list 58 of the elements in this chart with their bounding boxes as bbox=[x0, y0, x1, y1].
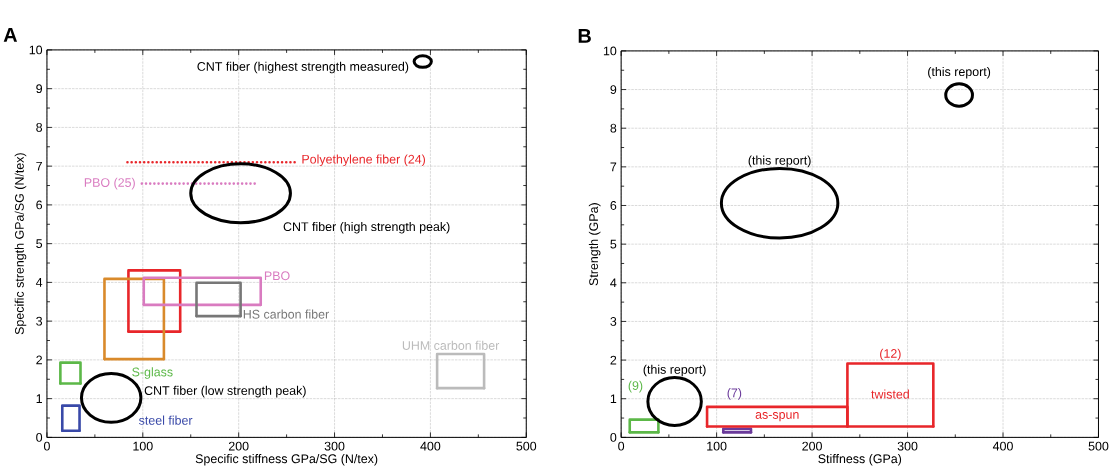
y-tick-label: 3 bbox=[610, 316, 617, 326]
series-label: PBO (25) bbox=[84, 177, 135, 190]
series-label: Polyethylene fiber (24) bbox=[302, 154, 426, 166]
y-tick-label: 10 bbox=[29, 45, 43, 55]
y-tick-label: 3 bbox=[36, 316, 43, 326]
annotation: CNT fiber (low strength peak) bbox=[144, 385, 306, 398]
y-tick-label: 0 bbox=[610, 432, 617, 442]
y-axis-title: Strength (GPa) bbox=[588, 202, 601, 286]
x-axis-title: Specific stiffness GPa/SG (N/tex) bbox=[195, 453, 378, 466]
y-tick-label: 6 bbox=[610, 200, 617, 210]
x-tick-label: 500 bbox=[516, 441, 537, 451]
x-tick-label: 100 bbox=[133, 441, 153, 451]
x-tick-label: 100 bbox=[707, 441, 727, 451]
x-tick-label: 200 bbox=[802, 441, 822, 451]
annotation: (this report) bbox=[748, 155, 811, 168]
x-tick-label: 200 bbox=[228, 441, 249, 451]
x-axis-title: Stiffness (GPa) bbox=[818, 453, 902, 466]
chart-title: B bbox=[578, 28, 591, 43]
x-tick-label: 300 bbox=[324, 441, 345, 451]
annotation: CNT fiber (high strength peak) bbox=[283, 221, 450, 234]
y-tick-label: 8 bbox=[36, 122, 43, 132]
x-tick-label: 0 bbox=[618, 441, 625, 451]
y-tick-label: 4 bbox=[35, 277, 43, 287]
y-tick-label: 7 bbox=[36, 161, 42, 171]
x-tick-label: 500 bbox=[1088, 441, 1109, 451]
y-tick-label: 0 bbox=[36, 432, 43, 442]
series-label: PBO bbox=[264, 271, 290, 280]
y-tick-label: 8 bbox=[610, 123, 617, 133]
x-tick-label: 300 bbox=[897, 441, 918, 451]
y-tick-label: 6 bbox=[36, 200, 43, 210]
y-tick-label: 10 bbox=[603, 46, 617, 56]
y-tick-label: 4 bbox=[610, 278, 617, 287]
series-label: twisted bbox=[871, 389, 909, 399]
x-tick-label: 0 bbox=[43, 441, 50, 451]
y-tick-label: 2 bbox=[610, 355, 617, 365]
series-label: HS carbon fiber bbox=[243, 309, 329, 319]
y-tick-label: 5 bbox=[610, 239, 617, 249]
y-tick-label: 1 bbox=[36, 394, 42, 403]
y-tick-label: 9 bbox=[610, 85, 617, 94]
x-tick-label: 400 bbox=[992, 441, 1013, 451]
text: S-glass bbox=[132, 367, 173, 379]
series-label: as-spun bbox=[755, 411, 799, 422]
text: (7) bbox=[727, 387, 742, 400]
y-tick-label: 1 bbox=[610, 394, 617, 403]
x-tick-label: 400 bbox=[420, 441, 441, 451]
annotation: (this report) bbox=[928, 66, 991, 79]
text: steel fiber bbox=[139, 415, 193, 425]
annotation: (12) bbox=[880, 348, 901, 361]
annotation: CNT fiber (highest strength measured) bbox=[197, 61, 409, 74]
y-tick-label: 5 bbox=[36, 239, 43, 248]
chart-title: A bbox=[3, 27, 18, 42]
text: (9) bbox=[628, 380, 643, 393]
series-label: UHM carbon fiber bbox=[402, 340, 500, 350]
y-tick-label: 2 bbox=[36, 355, 42, 365]
annotation: (this report) bbox=[643, 364, 706, 377]
y-tick-label: 9 bbox=[36, 84, 43, 93]
y-axis-title: Specific strength GPa/SG (N/tex) bbox=[14, 153, 27, 335]
y-tick-label: 7 bbox=[610, 162, 617, 171]
